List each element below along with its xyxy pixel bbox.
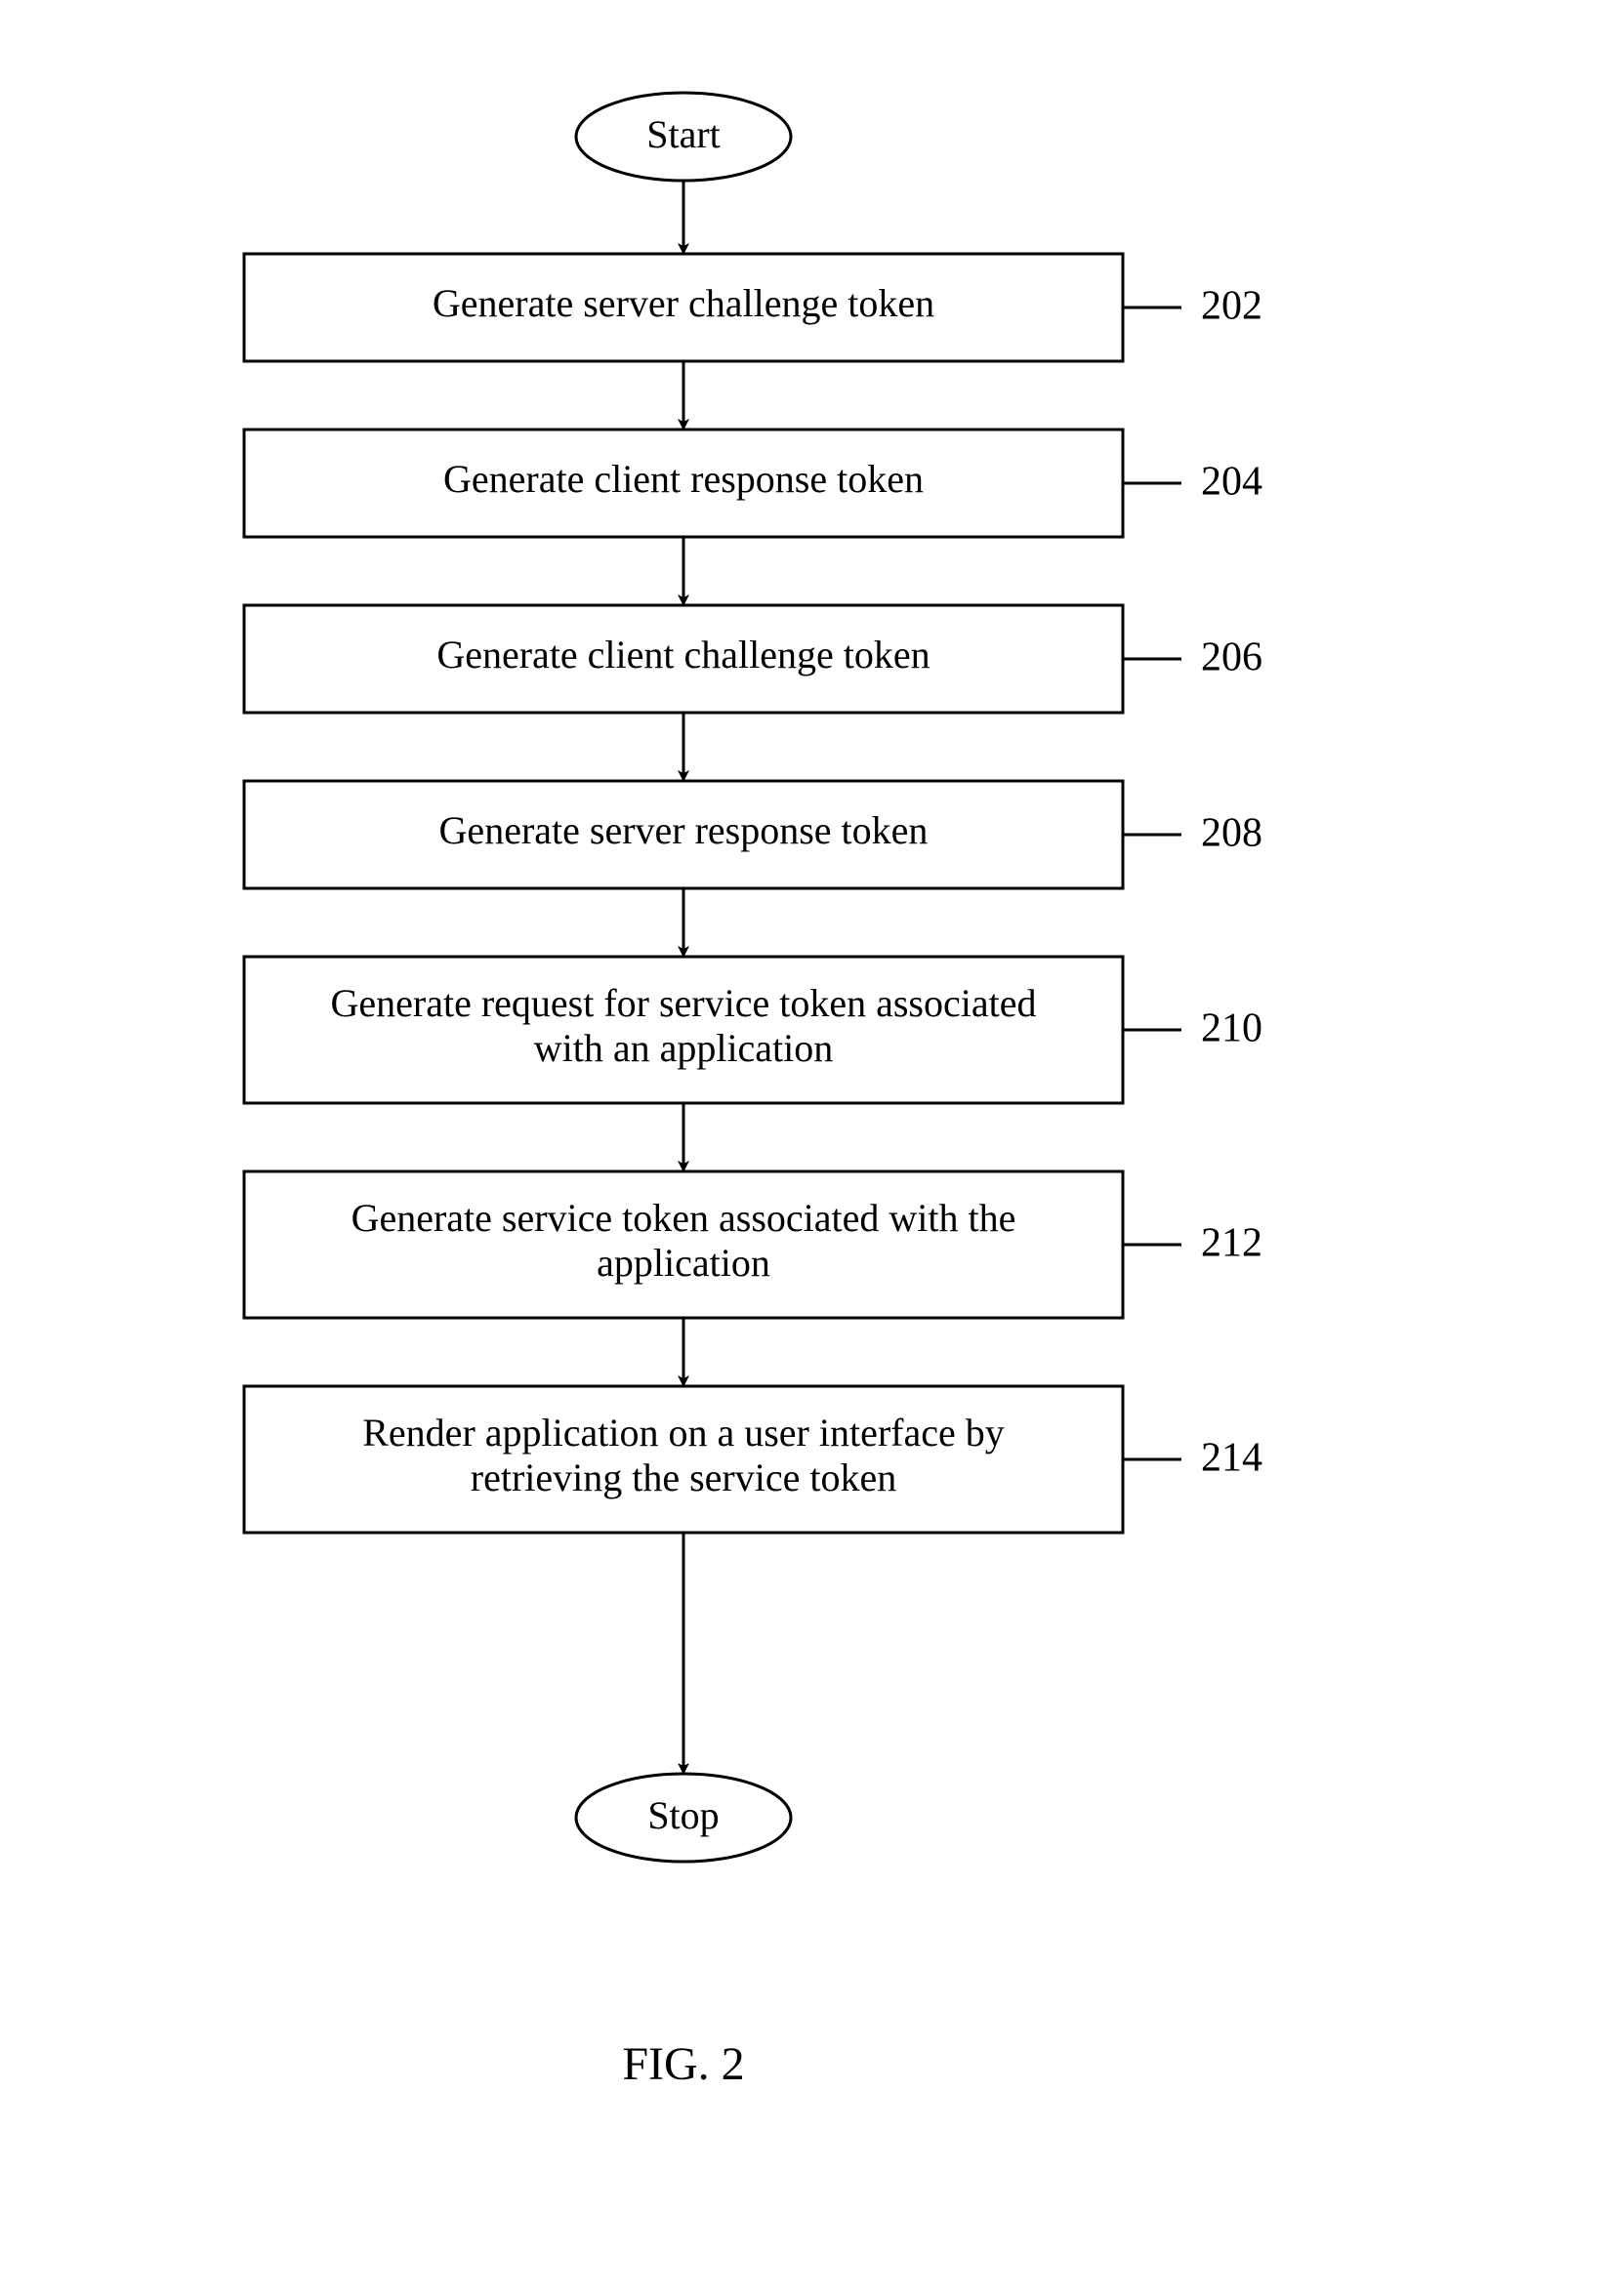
step-number-202: 202 bbox=[1201, 284, 1262, 329]
step-number-206: 206 bbox=[1201, 636, 1262, 680]
step-number-204: 204 bbox=[1201, 460, 1262, 505]
stop-label: Stop bbox=[647, 1793, 719, 1837]
step-text-206-line0: Generate client challenge token bbox=[436, 633, 930, 676]
step-text-202-line0: Generate server challenge token bbox=[433, 281, 934, 325]
step-number-214: 214 bbox=[1201, 1436, 1262, 1481]
step-text-210-line0: Generate request for service token assoc… bbox=[331, 981, 1037, 1025]
step-text-204-line0: Generate client response token bbox=[443, 457, 924, 501]
step-text-214-line1: retrieving the service token bbox=[471, 1456, 896, 1499]
step-number-210: 210 bbox=[1201, 1006, 1262, 1051]
figure-caption: FIG. 2 bbox=[622, 2038, 744, 2090]
step-text-214-line0: Render application on a user interface b… bbox=[362, 1411, 1005, 1455]
step-text-210-line1: with an application bbox=[534, 1026, 834, 1070]
step-text-212-line1: application bbox=[597, 1241, 770, 1285]
flowchart-diagram: Start Stop Generate server challenge token… bbox=[0, 0, 1613, 2296]
step-text-208-line0: Generate server response token bbox=[439, 808, 929, 852]
step-number-212: 212 bbox=[1201, 1221, 1262, 1266]
start-label: Start bbox=[646, 112, 721, 156]
step-text-212-line0: Generate service token associated with t… bbox=[352, 1196, 1016, 1240]
step-number-208: 208 bbox=[1201, 811, 1262, 856]
